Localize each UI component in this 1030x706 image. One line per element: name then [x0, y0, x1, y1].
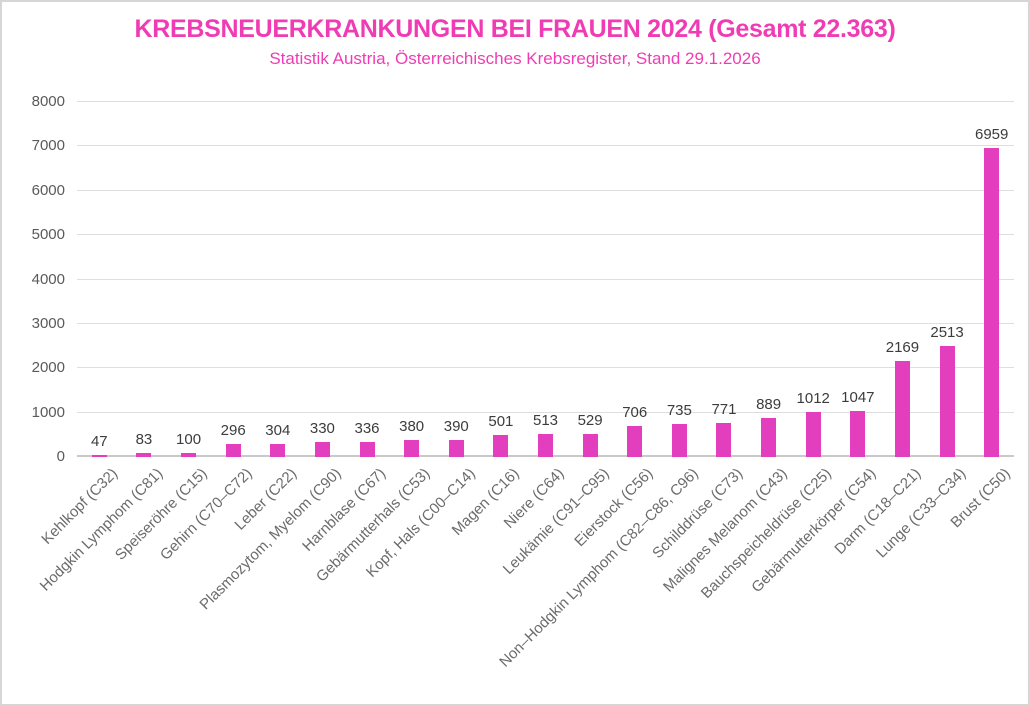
- y-axis-tick-label: 3000: [31, 314, 65, 332]
- gridline: [77, 322, 1014, 324]
- bar: [671, 424, 687, 457]
- bar-value-label: 330: [309, 420, 335, 438]
- bar: [136, 453, 152, 457]
- gridline: [77, 234, 1014, 236]
- bar: [181, 452, 197, 457]
- x-category-label: Kehlkopf (C32): [38, 465, 122, 548]
- gridline: [77, 411, 1014, 413]
- bar: [359, 442, 375, 457]
- bar: [894, 360, 910, 457]
- bar-value-label: 380: [399, 418, 425, 436]
- bar: [716, 422, 732, 457]
- bar-value-label: 529: [577, 411, 603, 429]
- y-axis-tick-label: 6000: [31, 181, 65, 199]
- bar: [984, 148, 1000, 457]
- bar-value-label: 706: [622, 403, 648, 421]
- bar-value-label: 1012: [796, 390, 830, 408]
- bar: [538, 434, 553, 457]
- gridline: [77, 367, 1014, 369]
- bar-value-label: 2169: [885, 338, 920, 356]
- chart-header: KREBSNEUERKRANKUNGEN BEI FRAUEN 2024 (Ge…: [2, 2, 1028, 69]
- bar-value-label: 6959: [975, 126, 1009, 144]
- bar: [850, 410, 866, 457]
- plot-area: 47 83 100 296 304 330 336 380 390 501 513 529 706 735…: [77, 101, 1014, 457]
- bar-value-label: 771: [711, 400, 737, 418]
- y-axis-tick-label: 4000: [31, 270, 65, 288]
- bar-value-label: 735: [666, 402, 692, 420]
- y-axis-tick-label: 2000: [31, 359, 65, 377]
- bar-value-label: 889: [756, 395, 782, 413]
- y-axis-tick-label: 8000: [31, 93, 65, 110]
- bar: [627, 425, 643, 457]
- bar-value-label: 47: [90, 432, 108, 450]
- gridline: [77, 101, 1014, 102]
- bar: [761, 417, 777, 457]
- bar: [448, 439, 464, 457]
- bar: [314, 442, 330, 457]
- gridline: [77, 189, 1014, 191]
- bar-value-label: 304: [265, 421, 291, 439]
- bar-value-label: 513: [532, 412, 559, 430]
- bar: [404, 440, 420, 457]
- chart-subtitle: Statistik Austria, Österreichisches Kreb…: [269, 48, 761, 68]
- bar-value-label: 83: [135, 431, 153, 449]
- bar: [805, 412, 821, 457]
- bar-value-label: 100: [176, 430, 202, 448]
- bar-value-label: 1047: [841, 388, 875, 406]
- bar: [91, 454, 107, 457]
- bar-value-label: 501: [488, 412, 514, 430]
- bar: [493, 434, 509, 457]
- y-axis-tick-label: 0: [56, 448, 65, 465]
- bar: [939, 345, 955, 457]
- bar-value-label: 390: [443, 417, 469, 435]
- bar-value-label: 296: [220, 421, 246, 439]
- y-axis-tick-label: 1000: [31, 403, 65, 421]
- bar: [270, 443, 286, 457]
- y-axis-tick-label: 5000: [31, 226, 65, 244]
- y-axis-tick-label: 7000: [31, 137, 65, 155]
- chart-title: KREBSNEUERKRANKUNGEN BEI FRAUEN 2024 (Ge…: [134, 15, 896, 43]
- x-category-label: Eierstock (C56): [571, 465, 657, 551]
- bar: [582, 433, 598, 457]
- bar-value-label: 2513: [930, 323, 964, 341]
- gridline: [77, 145, 1014, 147]
- bar: [225, 443, 241, 457]
- bar-value-label: 336: [354, 420, 380, 438]
- gridline: [77, 278, 1014, 280]
